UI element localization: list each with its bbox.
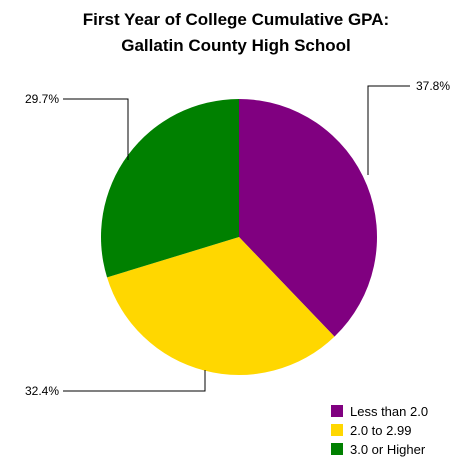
legend-label-2: 2.0 to 2.99 [350,423,411,438]
legend-swatch-3 [331,443,343,455]
data-label-2: 32.4% [25,384,59,398]
pie-slice-less-than-2-0 [239,99,378,337]
pie-slices [101,99,378,376]
legend: Less than 2.0 2.0 to 2.99 3.0 or Higher [331,404,428,457]
leader-line-2 [63,370,206,392]
legend-label-1: Less than 2.0 [350,404,428,419]
legend-swatch-1 [331,405,343,417]
chart-title-line-1: First Year of College Cumulative GPA: [83,10,389,29]
data-label-1: 37.8% [416,79,450,93]
legend-swatch-2 [331,424,343,436]
legend-label-3: 3.0 or Higher [350,442,426,457]
pie-slice-3-0-or-higher [101,99,239,278]
leader-line-1 [367,85,410,175]
pie-slice-2-0-to-2-99 [107,237,335,376]
chart-title-line-2: Gallatin County High School [121,36,351,55]
data-label-3: 29.7% [25,92,59,106]
data-label-leaders: 37.8% 32.4% 29.7% [25,79,450,398]
leader-line-3 [63,98,129,160]
